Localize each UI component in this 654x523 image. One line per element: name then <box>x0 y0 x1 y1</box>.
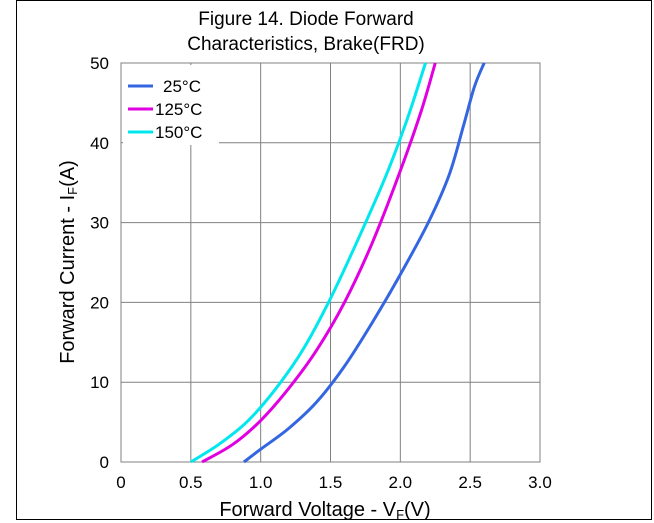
x-tick-label: 2.0 <box>389 473 413 492</box>
chart-title-line2: Characteristics, Brake(FRD) <box>187 34 425 55</box>
x-axis-label: Forward Voltage - VF(V) <box>219 499 430 522</box>
y-tick-label: 30 <box>90 214 109 233</box>
x-tick-label: 3.0 <box>528 473 552 492</box>
tick-label-layer: 0 0.5 1.0 1.5 2.0 2.5 3.0 0 10 20 30 40 50 <box>90 54 552 492</box>
y-tick-label: 40 <box>90 134 109 153</box>
x-tick-label: 2.5 <box>458 473 482 492</box>
x-tick-label: 0 <box>116 473 125 492</box>
x-tick-label: 1.0 <box>249 473 273 492</box>
y-tick-label: 20 <box>90 293 109 312</box>
series-layer <box>190 62 486 464</box>
legend-label: 25°C <box>163 77 201 96</box>
series-line <box>201 62 437 464</box>
y-tick-label: 50 <box>90 54 109 73</box>
x-tick-label: 0.5 <box>179 473 203 492</box>
series-line <box>190 62 427 464</box>
y-axis-label: Forward Current - IF(A) <box>57 160 80 364</box>
legend-label: 125°C <box>155 100 202 119</box>
legend-label: 150°C <box>155 123 202 142</box>
legend: 25°C 125°C 150°C <box>123 65 219 145</box>
plot-area-border <box>120 62 541 463</box>
x-tick-label: 1.5 <box>319 473 343 492</box>
y-tick-label: 10 <box>90 373 109 392</box>
chart-title-line1: Figure 14. Diode Forward <box>198 9 413 30</box>
chart-frame <box>16 0 652 520</box>
y-tick-label: 0 <box>100 453 109 472</box>
series-line <box>242 62 486 464</box>
